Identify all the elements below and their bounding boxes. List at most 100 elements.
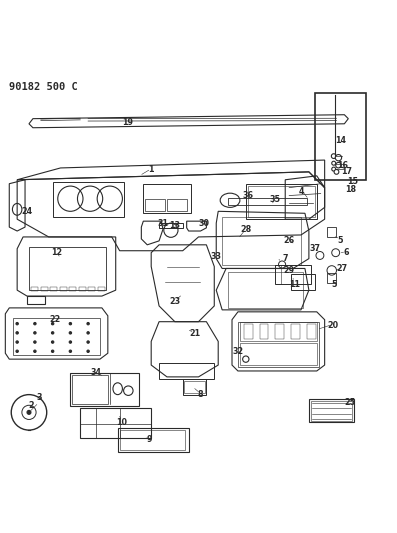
- Text: 2: 2: [28, 401, 34, 410]
- Bar: [240, 322, 317, 342]
- Bar: [228, 272, 303, 308]
- Bar: [50, 287, 57, 292]
- Bar: [159, 223, 183, 228]
- Text: 11: 11: [289, 280, 301, 289]
- Text: 14: 14: [335, 136, 346, 145]
- Text: 32: 32: [232, 347, 243, 356]
- Bar: [291, 274, 315, 290]
- Text: 26: 26: [283, 236, 295, 245]
- Ellipse shape: [69, 322, 71, 325]
- Bar: [260, 325, 268, 340]
- Ellipse shape: [336, 163, 341, 168]
- Text: 36: 36: [242, 191, 253, 200]
- Bar: [118, 428, 189, 452]
- Bar: [80, 408, 151, 438]
- Ellipse shape: [87, 350, 89, 352]
- Bar: [69, 287, 76, 292]
- Text: 8: 8: [198, 390, 203, 399]
- Ellipse shape: [34, 332, 36, 334]
- Text: 24: 24: [21, 207, 33, 216]
- Bar: [307, 325, 316, 340]
- Ellipse shape: [52, 341, 54, 343]
- Text: 29: 29: [283, 266, 295, 275]
- Text: 23: 23: [169, 297, 180, 306]
- Bar: [60, 287, 67, 292]
- Ellipse shape: [334, 169, 339, 174]
- Bar: [89, 287, 96, 292]
- Bar: [276, 325, 284, 340]
- Text: 21: 21: [189, 329, 200, 338]
- Bar: [240, 343, 317, 365]
- Text: 30: 30: [199, 219, 210, 228]
- Text: 16: 16: [337, 161, 348, 171]
- Text: 31: 31: [158, 219, 168, 228]
- Ellipse shape: [52, 322, 54, 325]
- Bar: [13, 318, 100, 355]
- Bar: [159, 363, 214, 379]
- Ellipse shape: [332, 161, 336, 165]
- Bar: [311, 400, 352, 421]
- Text: 18: 18: [345, 185, 356, 194]
- Text: 13: 13: [170, 221, 180, 230]
- Ellipse shape: [331, 154, 336, 158]
- Ellipse shape: [52, 332, 54, 334]
- Bar: [143, 184, 191, 213]
- Bar: [244, 325, 252, 340]
- Ellipse shape: [27, 410, 31, 414]
- Text: 4: 4: [298, 187, 304, 196]
- Ellipse shape: [69, 341, 71, 343]
- Bar: [40, 287, 48, 292]
- Text: 19: 19: [122, 118, 133, 127]
- Bar: [183, 379, 206, 394]
- Bar: [119, 430, 185, 450]
- Bar: [183, 381, 205, 393]
- Text: 35: 35: [270, 195, 281, 204]
- Ellipse shape: [16, 332, 18, 334]
- Bar: [246, 184, 317, 219]
- Text: 5: 5: [338, 236, 343, 245]
- Text: 5: 5: [332, 280, 337, 289]
- Bar: [228, 198, 307, 205]
- Text: 12: 12: [51, 248, 62, 257]
- Bar: [79, 287, 86, 292]
- Ellipse shape: [34, 322, 36, 325]
- Bar: [309, 399, 354, 422]
- Ellipse shape: [87, 332, 89, 334]
- Text: 9: 9: [146, 435, 152, 443]
- Text: 20: 20: [327, 321, 338, 330]
- Ellipse shape: [16, 350, 18, 352]
- Text: 28: 28: [240, 224, 251, 233]
- Text: 37: 37: [309, 244, 320, 253]
- Bar: [145, 199, 165, 211]
- Ellipse shape: [243, 356, 249, 362]
- Text: 6: 6: [343, 248, 349, 257]
- Bar: [72, 375, 108, 405]
- Text: 3: 3: [36, 393, 42, 402]
- Text: 33: 33: [211, 252, 222, 261]
- Ellipse shape: [16, 322, 18, 325]
- Bar: [327, 273, 337, 283]
- Text: 7: 7: [283, 254, 288, 263]
- Ellipse shape: [34, 350, 36, 352]
- Text: 90182 500 C: 90182 500 C: [9, 82, 78, 92]
- Bar: [238, 322, 319, 367]
- Ellipse shape: [34, 341, 36, 343]
- Bar: [53, 182, 123, 217]
- Text: 27: 27: [337, 264, 348, 273]
- Text: 15: 15: [347, 177, 358, 186]
- Text: 17: 17: [341, 167, 352, 176]
- Ellipse shape: [69, 332, 71, 334]
- Bar: [70, 373, 139, 407]
- Bar: [291, 325, 300, 340]
- Bar: [327, 227, 337, 237]
- Ellipse shape: [87, 322, 89, 325]
- Bar: [167, 199, 187, 211]
- Bar: [248, 185, 315, 217]
- Bar: [315, 93, 366, 180]
- Bar: [222, 217, 301, 264]
- Ellipse shape: [16, 341, 18, 343]
- Text: 1: 1: [148, 165, 154, 174]
- Ellipse shape: [87, 341, 89, 343]
- Ellipse shape: [52, 350, 54, 352]
- Bar: [98, 287, 105, 292]
